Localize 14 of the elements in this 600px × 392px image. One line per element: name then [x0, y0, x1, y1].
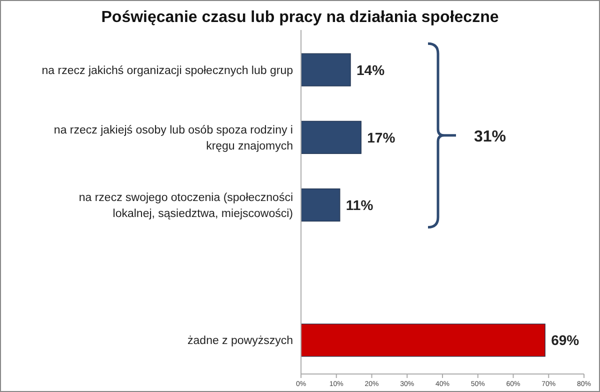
annotation: 31% [474, 128, 506, 146]
data-label: 17% [367, 129, 396, 146]
bar [300, 120, 362, 154]
data-label: 14% [356, 62, 386, 78]
y-tick-label: żadne z powyższych [188, 335, 293, 348]
chart-title: Poświęcanie czasu lub pracy na działania społeczne [101, 9, 499, 26]
bar [300, 324, 546, 357]
bar [300, 188, 340, 222]
y-tick-label: na rzecz swojego otoczenia (społeczności lokalnej, sąsiedztwa, miejscowości) [78, 192, 294, 220]
bar [300, 53, 351, 86]
data-label: 69% [551, 332, 580, 348]
y-tick-label: na rzecz jakichś organizacji społecznych lub grup [42, 64, 293, 77]
data-label: 11% [346, 197, 374, 213]
y-tick-label: na rzecz jakiejś osoby lub osób spoza rodziny i kręgu znajomych [54, 124, 293, 152]
